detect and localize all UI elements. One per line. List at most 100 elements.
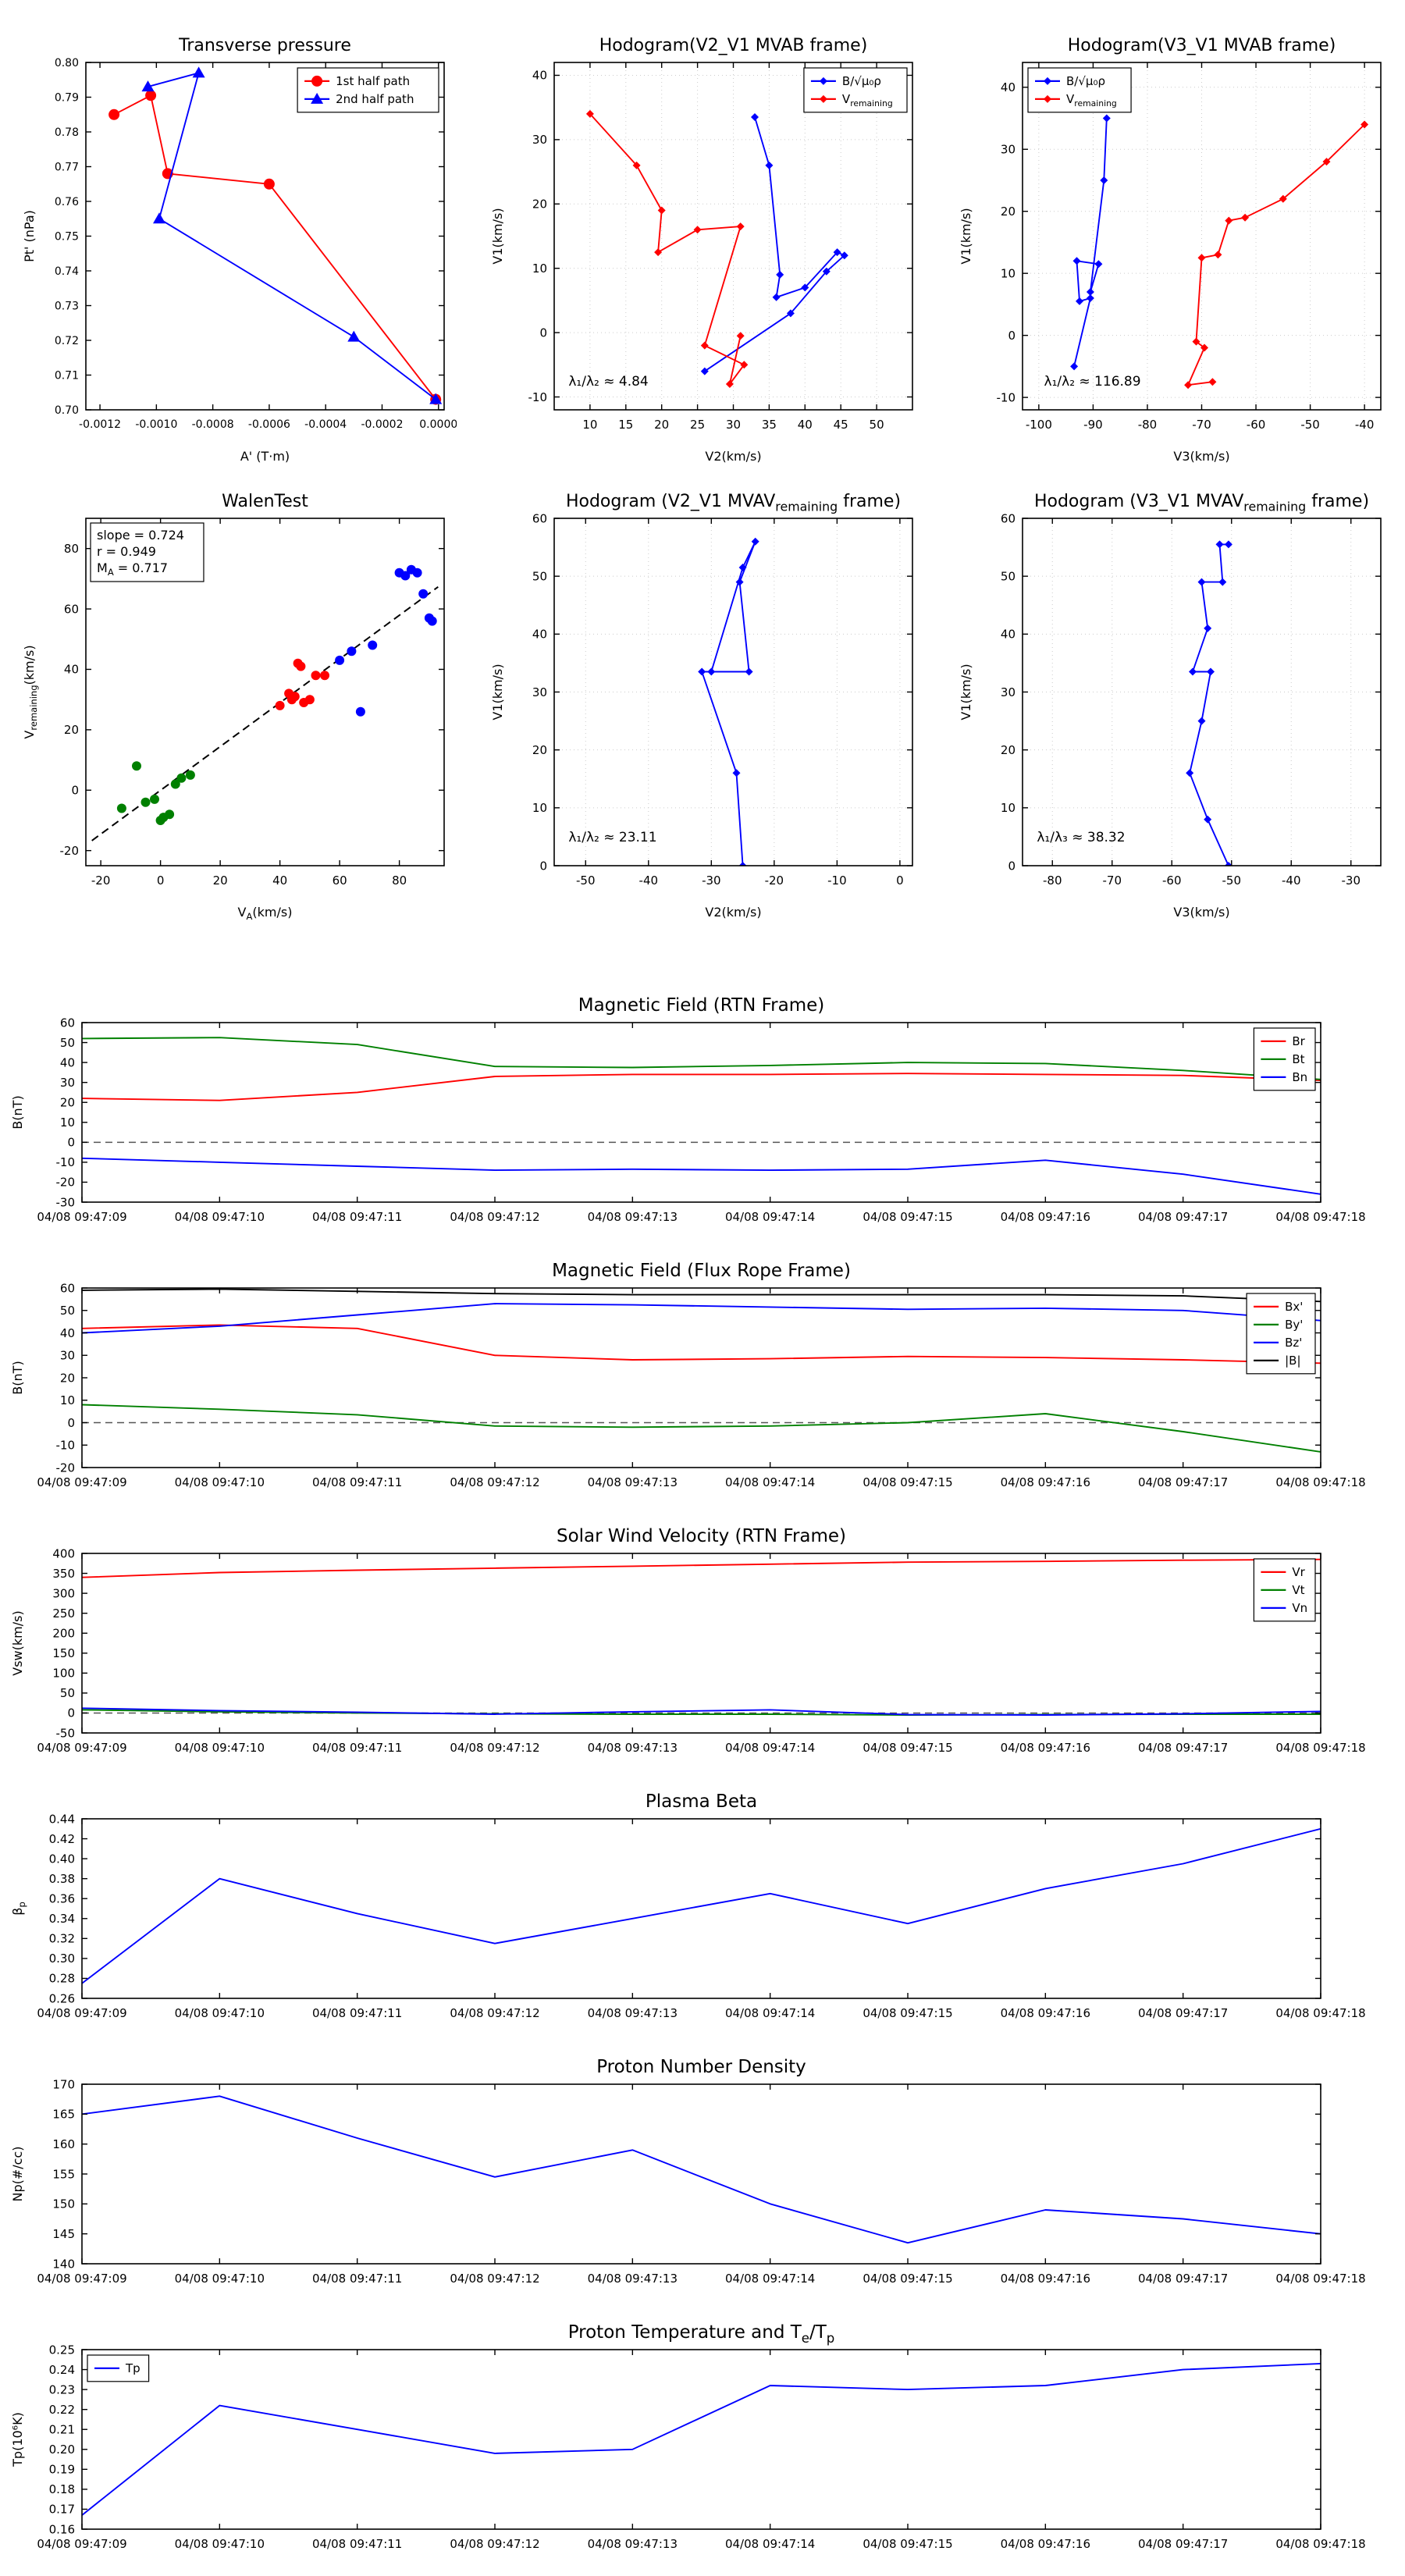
series-second-half-path [148, 72, 436, 400]
plot-frame [85, 62, 445, 411]
marker-dot [347, 646, 357, 656]
x-tick-label: 04/08 09:47:10 [175, 1475, 265, 1489]
grid-lines [554, 62, 912, 410]
chart-transverse-pressure-svg: -0.0012 -0.0010 -0.0008 -0.0006 -0.0004 -0.00… [22, 36, 457, 464]
x-tick-label: 04/08 09:47:09 [37, 1741, 126, 1755]
x-tick-label: 04/08 09:47:17 [1138, 1475, 1228, 1489]
legend-label: 2nd half path [336, 92, 414, 106]
x-tick-label: 20 [213, 873, 228, 888]
y-tick-label: 30 [532, 133, 547, 147]
y-tick-label: 50 [1001, 569, 1016, 583]
marker-diamond [1072, 257, 1081, 265]
plot-frame [553, 62, 913, 411]
marker-diamond [786, 309, 795, 318]
y-tick-label: 150 [52, 2197, 75, 2211]
y-axis-label: Pt' (nPa) [22, 210, 37, 262]
chart-title: Hodogram(V3_V1 MVAB frame) [1068, 36, 1336, 55]
x-tick-label: -80 [1138, 418, 1158, 432]
marker-triangle [153, 212, 165, 224]
y-tick-label: 60 [60, 1016, 75, 1030]
chart-hodogram-v3v1-mvav: -80 -70 -60 -50 -40 -30 0 10 20 30 40 50 60 Hodogram … [948, 478, 1393, 924]
y-tick-label: 0.76 [55, 196, 79, 208]
markers-V-remaining [585, 109, 749, 388]
marker-diamond [1184, 381, 1193, 390]
x-tick-label: 25 [690, 418, 705, 432]
marker-dot [355, 706, 365, 717]
chart-title: Proton Temperature and Te/Tp [568, 2322, 835, 2346]
series-group [698, 537, 759, 866]
marker-circle [263, 178, 275, 190]
x-tick-label: 04/08 09:47:14 [725, 1210, 815, 1224]
legend-box [1027, 67, 1132, 113]
legend-label: Br [1292, 1034, 1305, 1048]
x-tick-label: 04/08 09:47:17 [1138, 2006, 1228, 2020]
y-tick-label: 60 [532, 511, 547, 525]
chart-title: Transverse pressure [178, 36, 351, 55]
marker-diamond [819, 76, 827, 85]
chart-title: Hodogram (V2_V1 MVAVremaining frame) [566, 492, 901, 514]
x-tick-label: 04/08 09:47:11 [312, 2272, 402, 2286]
markers-B-alfven [1070, 114, 1111, 371]
x-tick-label: 04/08 09:47:18 [1275, 1475, 1365, 1489]
y-tick-label: 10 [1001, 801, 1016, 815]
marker-diamond [819, 94, 827, 103]
series-Bn [82, 1157, 1321, 1195]
marker-diamond [732, 769, 741, 777]
marker-diamond [1100, 176, 1108, 184]
x-tick-label: 04/08 09:47:18 [1275, 2537, 1365, 2551]
y-tick-label: 60 [60, 1281, 75, 1295]
series-group [1070, 114, 1369, 390]
x-tick-label: -0.0010 [135, 418, 177, 431]
marker-dot [275, 700, 285, 710]
y-tick-label: 20 [60, 1371, 75, 1385]
y-tick-label: 0 [1008, 329, 1016, 343]
y-tick-label: 80 [64, 542, 79, 556]
tick-marks [554, 518, 912, 866]
y-axis-label-group: B(nT) [10, 1095, 25, 1129]
y-tick-label: 20 [1001, 205, 1016, 219]
chart-transverse-pressure: -0.0012 -0.0010 -0.0008 -0.0006 -0.0004 -0.00… [12, 22, 457, 468]
marker-diamond [1224, 540, 1232, 549]
x-tick-label: 04/08 09:47:11 [312, 1741, 402, 1755]
legend-label: Bt [1292, 1052, 1304, 1066]
series-group [1186, 540, 1232, 866]
x-tick-label: 15 [618, 418, 633, 432]
x-tick-label: 10 [582, 418, 597, 432]
series-B-alfven [704, 116, 845, 372]
marker-dot [165, 809, 175, 820]
marker-diamond [738, 862, 747, 866]
chart-temp: 04/08 09:47:09 04/08 09:47:10 04/08 09:47:… [0, 2312, 1405, 2570]
y-tick-label: 40 [1001, 80, 1016, 94]
x-tick-label: -40 [1282, 873, 1301, 888]
y-tick-label: -10 [56, 1155, 76, 1169]
x-tick-label: 04/08 09:47:16 [1001, 1741, 1090, 1755]
x-tick-label: -70 [1192, 418, 1211, 432]
y-tick-label: 0.28 [49, 1972, 75, 1986]
series-B-alfven [1073, 118, 1108, 367]
x-tick-label: 04/08 09:47:11 [312, 2537, 402, 2551]
stats-line: MA = 0.717 [97, 560, 168, 578]
chart-title: Magnetic Field (Flux Rope Frame) [552, 1261, 851, 1281]
x-tick-label: 04/08 09:47:14 [725, 2272, 815, 2286]
series-group [82, 2362, 1321, 2516]
y-tick-label: 0.34 [49, 1912, 75, 1926]
x-tick-label: 04/08 09:47:12 [450, 2272, 539, 2286]
marker-diamond [1224, 862, 1232, 866]
x-tick-label: 80 [392, 873, 407, 888]
legend: Br Bt Bn [1253, 1027, 1316, 1091]
x-tick-label: 40 [798, 418, 813, 432]
marker-dot [170, 779, 180, 789]
legend-label: Vr [1292, 1565, 1305, 1579]
y-axis-label: B(nT) [10, 1095, 25, 1129]
chart-density: 04/08 09:47:09 04/08 09:47:10 04/08 09:47:… [0, 2047, 1405, 2304]
y-tick-label: 0.77 [55, 161, 79, 173]
legend-label: Vt [1292, 1583, 1304, 1597]
y-tick-label: 0.24 [49, 2363, 75, 2377]
chart-hodogram-v3v1-mvab: -100 -90 -80 -70 -60 -50 -40 -10 0 10 20 30 40 Hodogr… [948, 22, 1393, 468]
x-tick-label: 04/08 09:47:13 [588, 1741, 678, 1755]
y-tick-label: -10 [997, 390, 1016, 404]
marker-diamond [698, 667, 706, 676]
x-tick-label: 04/08 09:47:09 [37, 1475, 126, 1489]
y-tick-label: -20 [56, 1176, 76, 1190]
